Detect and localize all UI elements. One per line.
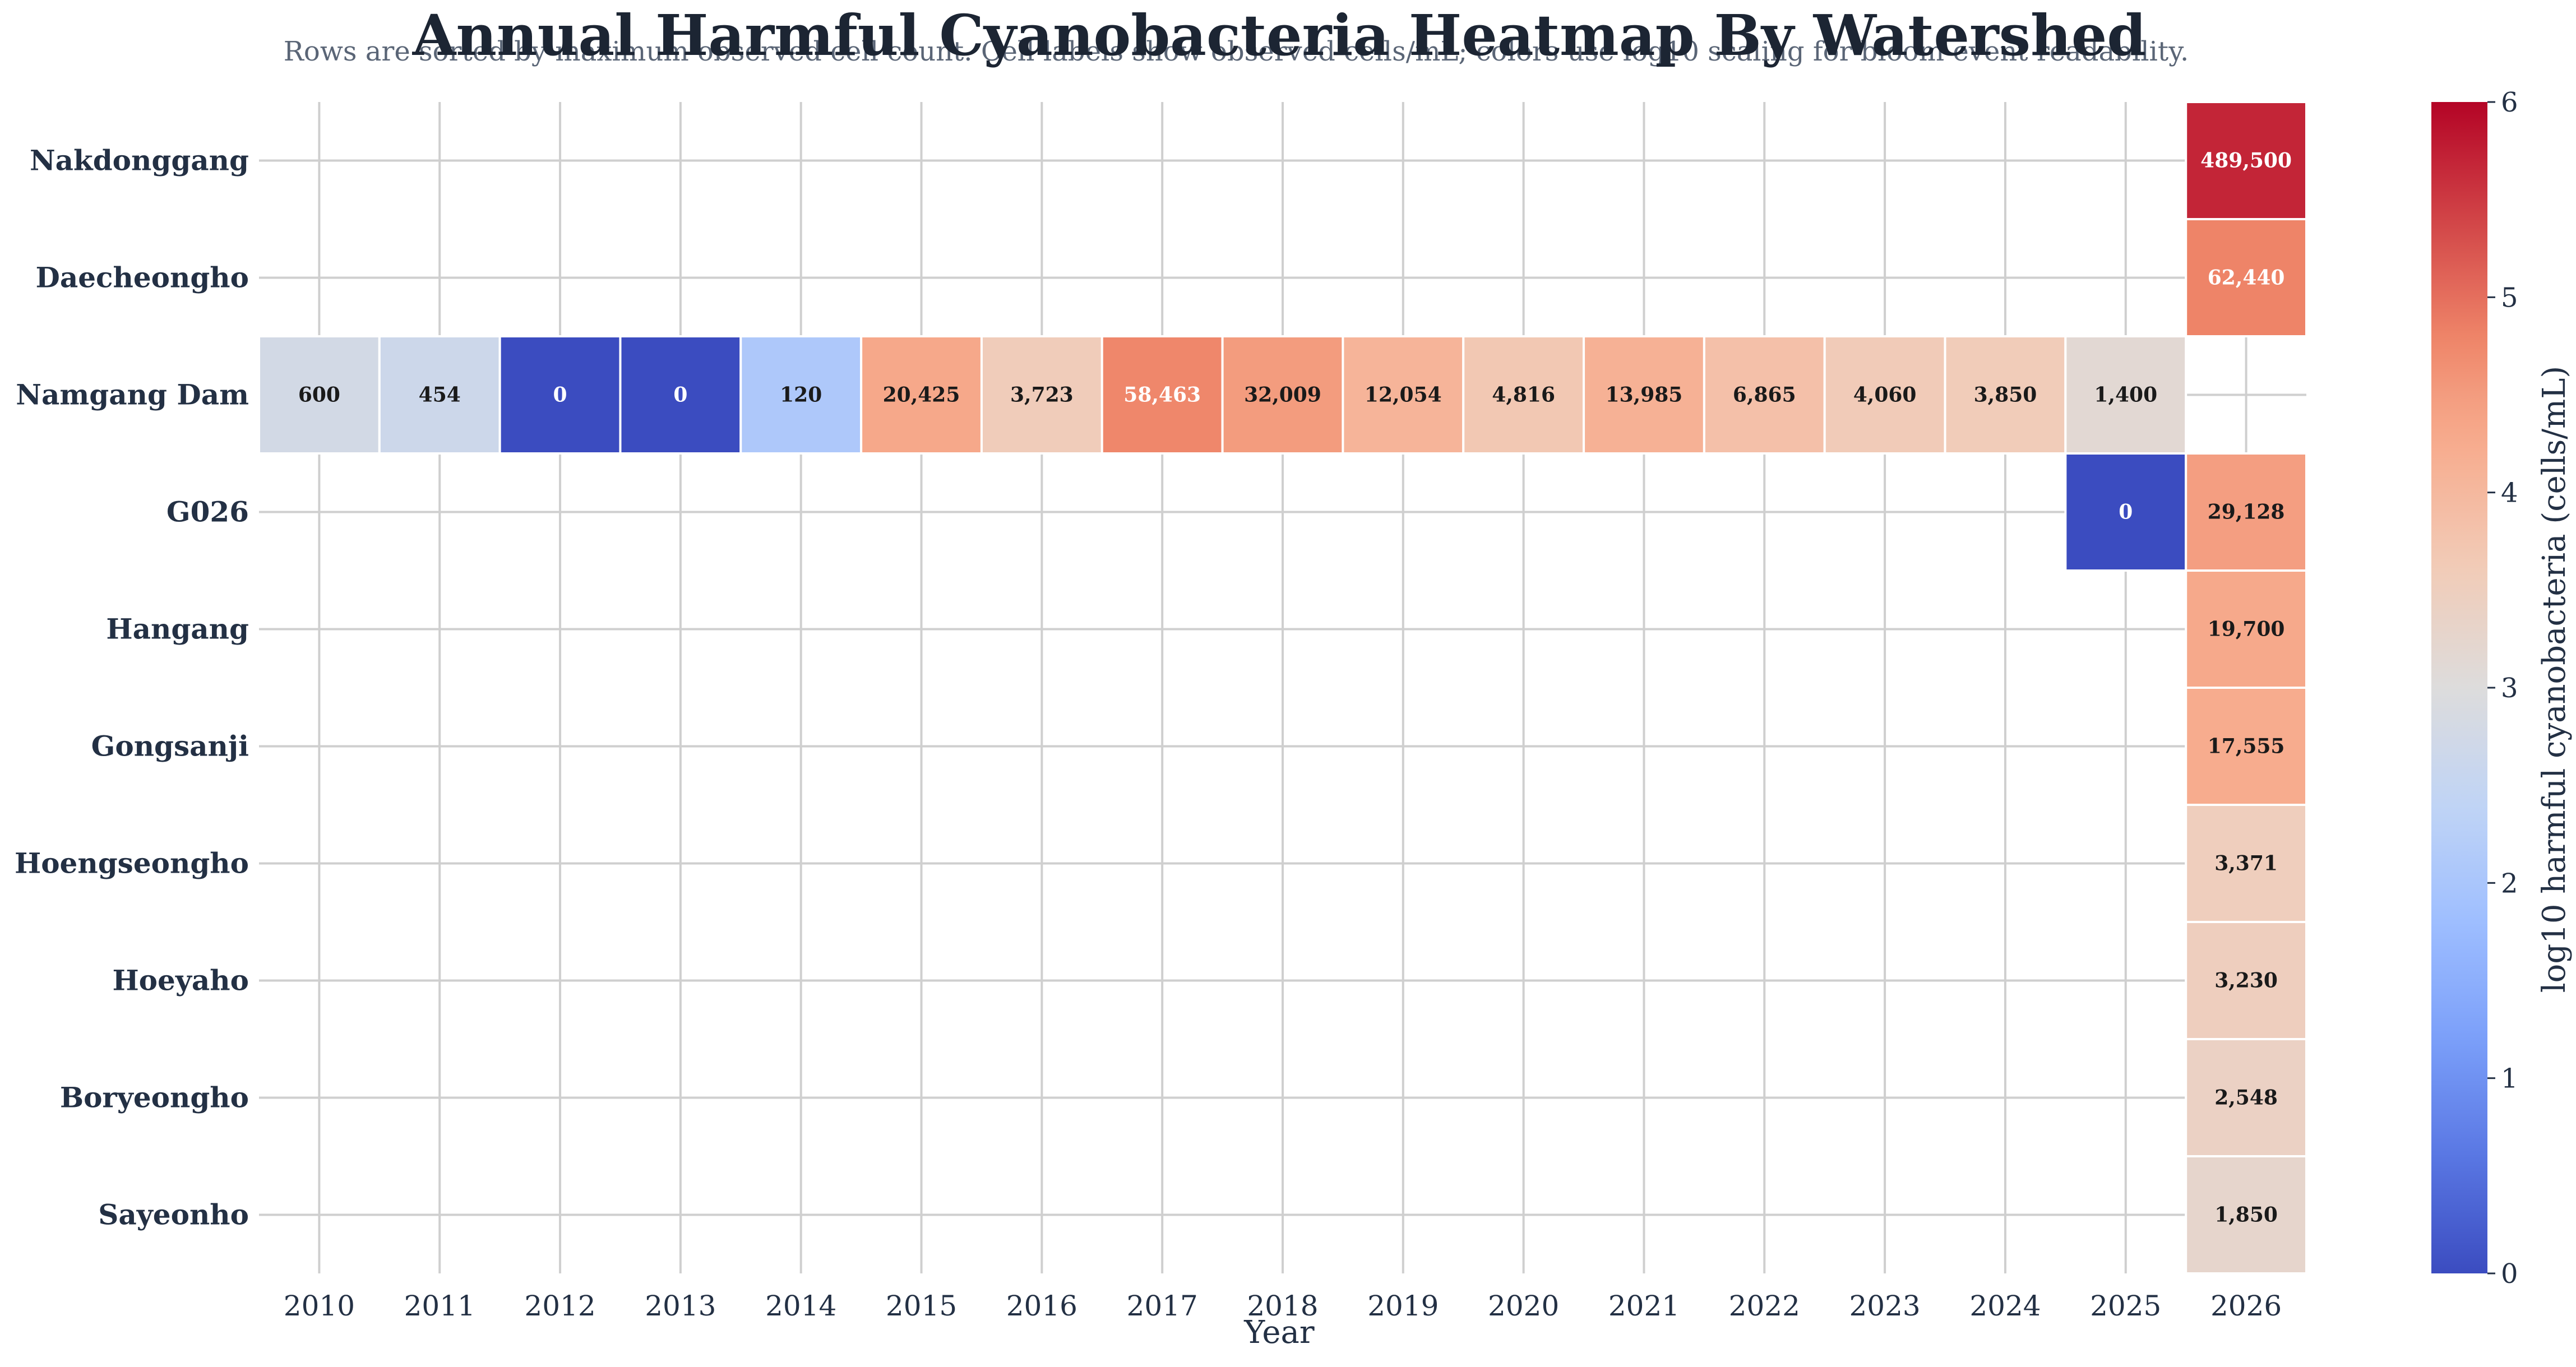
heatmap-cell	[2185, 804, 2308, 923]
heatmap-cell	[2185, 218, 2308, 337]
cell-value-label: 1,850	[2214, 1203, 2278, 1227]
x-tick-label: 2010	[284, 1290, 355, 1322]
heatmap-cell	[1100, 335, 1224, 455]
y-tick-label: Sayeonho	[98, 1198, 249, 1231]
colorbar-gradient	[2431, 102, 2487, 1273]
x-tick-label: 2023	[1849, 1290, 1920, 1322]
chart-title: Annual Harmful Cyanobacteria Heatmap By …	[412, 2, 2147, 68]
y-tick-label: Daecheongho	[35, 261, 249, 294]
heatmap-cell	[2185, 452, 2308, 572]
cell-value-label: 489,500	[2200, 149, 2292, 173]
y-tick-label: Hoeyaho	[112, 964, 249, 997]
heatmap-cells	[258, 101, 2308, 1275]
y-tick-label: Hoengseongho	[15, 847, 249, 880]
x-tick-label: 2015	[886, 1290, 957, 1322]
x-tick-label: 2011	[404, 1290, 475, 1322]
cell-value-label: 454	[419, 383, 461, 407]
x-tick-label: 2012	[524, 1290, 595, 1322]
cell-value-label: 62,440	[2208, 266, 2285, 290]
cell-value-label: 3,850	[1974, 383, 2037, 407]
cell-value-label: 12,054	[1365, 383, 1442, 407]
axes: Nakdonggang Daecheongho Namgang Dam G026 Han…	[15, 144, 2282, 1323]
x-tick-label: 2022	[1729, 1290, 1800, 1322]
heatmap-cell	[1221, 335, 1344, 455]
cell-value-label: 0	[553, 383, 567, 407]
cell-value-label: 58,463	[1123, 383, 1201, 407]
x-tick-label: 2017	[1127, 1290, 1198, 1322]
heatmap-cell	[2185, 101, 2308, 220]
x-tick-label: 2024	[1969, 1290, 2041, 1322]
cell-value-label: 32,009	[1244, 383, 1321, 407]
cell-value-label: 1,400	[2094, 383, 2157, 407]
colorbar-label: log10 harmful cyanobacteria (cells/mL)	[2536, 366, 2573, 993]
cell-value-label: 20,425	[883, 383, 960, 407]
cell-value-label: 0	[2119, 501, 2133, 524]
cell-value-label: 4,816	[1492, 383, 1555, 407]
heatmap-cell	[498, 335, 622, 455]
y-tick-label: Gongsanji	[91, 730, 249, 763]
x-tick-label: 2025	[2090, 1290, 2161, 1322]
cell-value-label: 29,128	[2208, 501, 2285, 524]
colorbar-tick-label: 2	[2501, 868, 2518, 899]
heatmap-cell	[1944, 335, 2067, 455]
heatmap-cell	[980, 335, 1103, 455]
cell-value-label: 3,230	[2214, 969, 2278, 993]
cell-value-label: 600	[298, 383, 340, 407]
heatmap-cell	[860, 335, 983, 455]
heatmap-cell	[2185, 1038, 2308, 1157]
heatmap-cell	[2185, 569, 2308, 689]
y-tick-label: G026	[167, 495, 249, 529]
cell-value-label: 6,865	[1733, 383, 1796, 407]
x-tick-label: 2021	[1608, 1290, 1680, 1322]
heatmap-cell	[1583, 335, 1705, 455]
y-tick-label: Hangang	[106, 613, 249, 646]
cell-value-label: 3,723	[1010, 383, 1074, 407]
heatmap-cell	[1462, 335, 1585, 455]
x-tick-label: 2019	[1367, 1290, 1439, 1322]
colorbar-tick-label: 0	[2501, 1258, 2518, 1290]
grid-lines	[259, 102, 2306, 1273]
colorbar-tick-label: 6	[2501, 87, 2518, 118]
colorbar-tick-label: 3	[2501, 673, 2518, 704]
y-tick-label: Boryeongho	[60, 1081, 249, 1114]
heatmap-cell	[739, 335, 863, 455]
cell-labels: 489,500 62,440 600 454 0 0 120 20,425 3,723 58,46…	[298, 149, 2292, 1227]
heatmap-cell	[2185, 921, 2308, 1040]
colorbar: 0 1 2 3 4 5 6	[2431, 87, 2518, 1290]
x-tick-label: 2013	[645, 1290, 716, 1322]
x-tick-label: 2020	[1488, 1290, 1559, 1322]
heatmap-cell	[2064, 335, 2187, 455]
cell-value-label: 4,060	[1853, 383, 1917, 407]
heatmap-cell	[2185, 687, 2308, 806]
cell-value-label: 19,700	[2208, 618, 2285, 641]
heatmap-cell	[378, 335, 501, 455]
chart-subtitle: Rows are sorted by maximum observed cell…	[284, 36, 2189, 67]
cell-value-label: 3,371	[2214, 852, 2278, 875]
x-tick-label: 2026	[2210, 1290, 2282, 1322]
heatmap-cell	[1703, 335, 1826, 455]
x-tick-label: 2014	[765, 1290, 836, 1322]
cell-value-label: 0	[673, 383, 687, 407]
heatmap-cell	[258, 335, 381, 455]
cell-value-label: 13,985	[1606, 383, 1683, 407]
heatmap-cell	[1342, 335, 1465, 455]
colorbar-tick-label: 1	[2501, 1063, 2518, 1095]
x-tick-label: 2018	[1247, 1290, 1318, 1322]
y-tick-label: Nakdonggang	[30, 144, 249, 177]
cell-value-label: 120	[780, 383, 822, 407]
y-tick-label: Namgang Dam	[16, 378, 249, 411]
cell-value-label: 17,555	[2208, 735, 2285, 758]
x-axis-label: Year	[1243, 1314, 1315, 1351]
x-tick-label: 2016	[1006, 1290, 1077, 1322]
cell-value-label: 2,548	[2214, 1086, 2278, 1110]
heatmap-cell	[2185, 1155, 2308, 1275]
colorbar-tick-label: 4	[2501, 478, 2518, 509]
colorbar-tick-label: 5	[2501, 282, 2518, 313]
